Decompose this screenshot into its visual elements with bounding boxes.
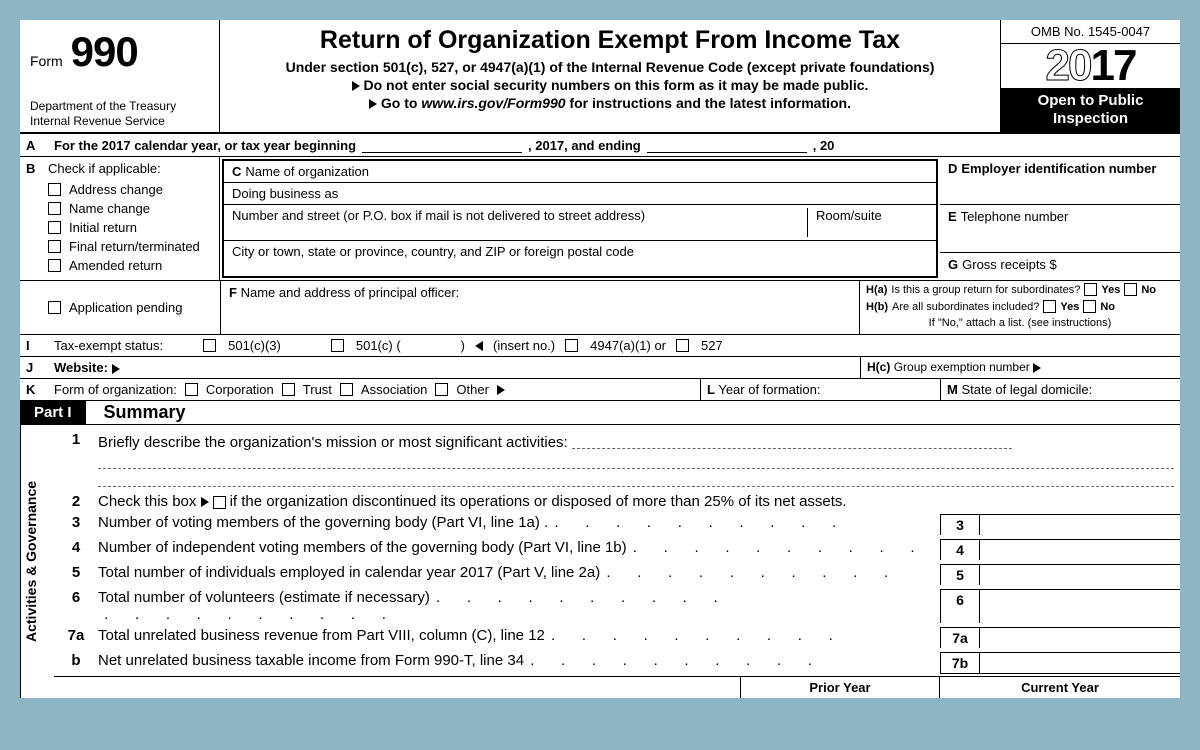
checkbox-527[interactable]: [676, 339, 689, 352]
tax-year: 2017: [1001, 44, 1180, 88]
sidebar-activities-governance: Activities & Governance: [20, 425, 54, 698]
warn1: Do not enter social security numbers on …: [228, 77, 992, 93]
line-4-value[interactable]: [980, 539, 1180, 560]
col-b-checkboxes: BCheck if applicable: Address change Nam…: [20, 157, 220, 280]
triangle-icon: [201, 497, 209, 507]
checkbox-association[interactable]: [340, 383, 353, 396]
checkbox-501c[interactable]: [331, 339, 344, 352]
form-number: 990: [71, 28, 138, 76]
checkbox-initial-return[interactable]: [48, 221, 61, 234]
triangle-icon: [1033, 363, 1041, 373]
row-f-officer: Application pending F Name and address o…: [20, 281, 1180, 334]
col-c-org-info: CName of organization Doing business as …: [222, 159, 938, 278]
line-7a-value[interactable]: [980, 627, 1180, 648]
checkbox-final-return[interactable]: [48, 240, 61, 253]
checkbox-501c3[interactable]: [203, 339, 216, 352]
checkbox-other[interactable]: [435, 383, 448, 396]
line-7b-value[interactable]: [980, 652, 1180, 674]
row-i-exempt-status: I Tax-exempt status: 501(c)(3) 501(c) ( …: [20, 334, 1180, 356]
checkbox-4947[interactable]: [565, 339, 578, 352]
checkbox-corporation[interactable]: [185, 383, 198, 396]
checkbox-ha-yes[interactable]: [1084, 283, 1097, 296]
public-inspection: Open to PublicInspection: [1001, 88, 1180, 132]
form-title: Return of Organization Exempt From Incom…: [228, 26, 992, 55]
form-subtitle: Under section 501(c), 527, or 4947(a)(1)…: [228, 59, 992, 75]
summary-section: Activities & Governance 1 Briefly descri…: [20, 425, 1180, 698]
header-right: OMB No. 1545-0047 2017 Open to PublicIns…: [1000, 20, 1180, 132]
checkbox-discontinued[interactable]: [213, 496, 226, 509]
checkbox-trust[interactable]: [282, 383, 295, 396]
checkbox-hb-yes[interactable]: [1043, 300, 1056, 313]
line-5-value[interactable]: [980, 564, 1180, 585]
checkbox-name-change[interactable]: [48, 202, 61, 215]
line-6-value[interactable]: [980, 589, 1180, 623]
triangle-icon: [497, 385, 505, 395]
dept: Department of the Treasury Internal Reve…: [30, 99, 209, 128]
part-1-header: Part I Summary: [20, 401, 1180, 425]
triangle-icon: [112, 364, 120, 374]
tax-year-end-input[interactable]: [647, 137, 807, 153]
checkbox-application-pending[interactable]: [48, 301, 61, 314]
checkbox-amended-return[interactable]: [48, 259, 61, 272]
triangle-icon: [369, 99, 377, 109]
tax-year-begin-input[interactable]: [362, 137, 522, 153]
row-a-tax-year: A For the 2017 calendar year, or tax yea…: [20, 134, 1180, 157]
row-j-website: J Website: H(c) Group exemption number: [20, 356, 1180, 378]
year-footer: Prior Year Current Year: [54, 676, 1180, 698]
line-3-value[interactable]: [980, 514, 1180, 535]
warn2: Go to www.irs.gov/Form990 for instructio…: [228, 95, 992, 111]
checkbox-hb-no[interactable]: [1083, 300, 1096, 313]
triangle-icon: [352, 81, 360, 91]
col-d-ein: DEmployer identification number ETelepho…: [940, 157, 1180, 280]
main-block: BCheck if applicable: Address change Nam…: [20, 157, 1180, 281]
form-label: Form: [30, 53, 63, 69]
form-990: Form 990 Department of the Treasury Inte…: [20, 20, 1180, 698]
checkbox-ha-no[interactable]: [1124, 283, 1137, 296]
triangle-left-icon: [475, 341, 483, 351]
section-h: H(a) Is this a group return for subordin…: [860, 281, 1180, 334]
header-center: Return of Organization Exempt From Incom…: [220, 20, 1000, 132]
header-left: Form 990 Department of the Treasury Inte…: [20, 20, 220, 132]
header: Form 990 Department of the Treasury Inte…: [20, 20, 1180, 134]
checkbox-address-change[interactable]: [48, 183, 61, 196]
row-k-form-org: K Form of organization: Corporation Trus…: [20, 378, 1180, 401]
